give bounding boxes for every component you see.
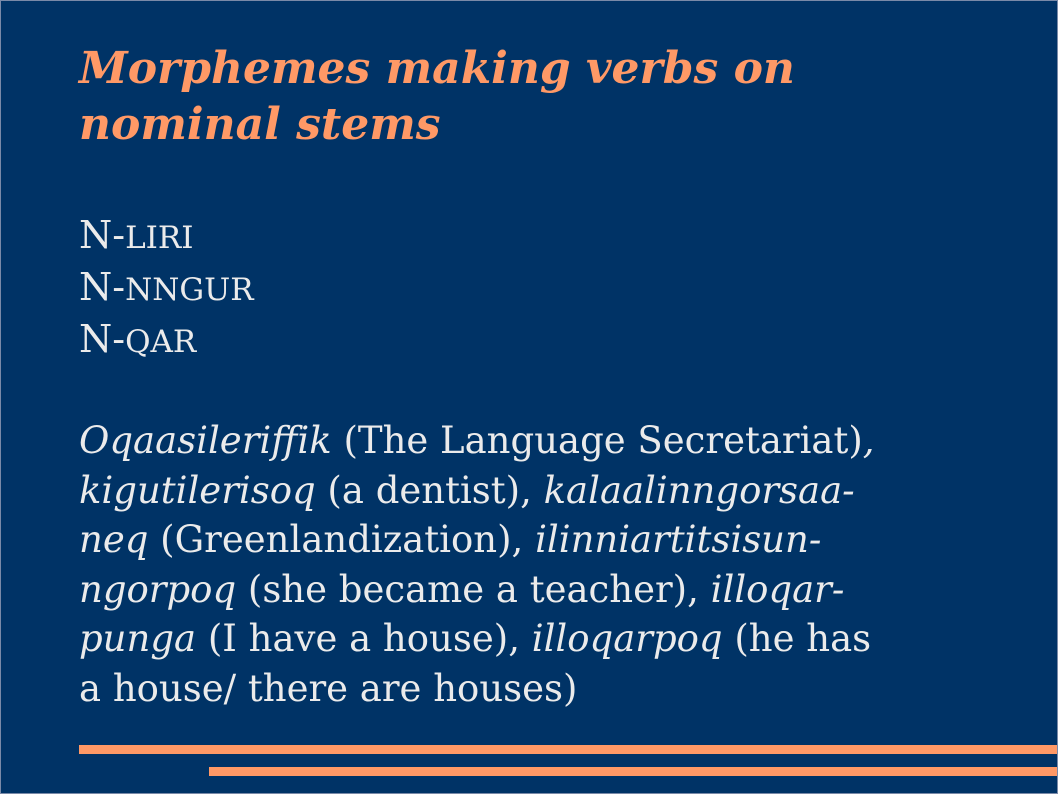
morpheme-prefix: N- — [79, 213, 126, 257]
example-word: illoqar- — [710, 567, 845, 611]
examples-line-5: punga (I have a house), illoqarpoq (he h… — [79, 614, 1039, 664]
examples-line-1: Oqaasileriffik (The Language Secretariat… — [79, 416, 1039, 466]
accent-bar-top — [79, 745, 1057, 754]
morpheme-prefix: N- — [79, 265, 126, 309]
example-word: neq — [79, 518, 149, 561]
morpheme-suffix: NNGUR — [125, 272, 254, 308]
example-gloss: (a dentist) — [315, 468, 521, 512]
examples-paragraph: Oqaasileriffik (The Language Secretariat… — [79, 416, 1039, 713]
example-gloss: (The Language Secretariat) — [331, 419, 863, 462]
morpheme-prefix: N- — [79, 317, 126, 361]
morpheme-item-nngur: N-NNGUR — [79, 263, 1039, 315]
slide-title-line-1: Morphemes making verbs on — [79, 43, 795, 94]
example-word: illoqarpoq — [531, 617, 723, 660]
example-word: ilinniartitsisun- — [535, 518, 822, 561]
example-separator: , — [508, 617, 532, 660]
examples-line-3: neq (Greenlandization), ilinniartitsisun… — [79, 515, 1039, 565]
example-word: ngorpoq — [79, 567, 237, 611]
slide-title-line-2: nominal stems — [79, 99, 441, 150]
example-word: Oqaasileriffik — [79, 419, 332, 462]
morpheme-item-liri: N-LIRI — [79, 211, 1039, 263]
example-gloss: (he has — [722, 617, 872, 660]
example-gloss: (Greenlandization) — [148, 518, 512, 561]
example-word: punga — [79, 617, 197, 660]
slide-title: Morphemes making verbs on nominal stems — [79, 41, 979, 153]
morpheme-suffix: QAR — [125, 324, 197, 360]
examples-line-2: kigutilerisoq (a dentist), kalaalinngors… — [79, 466, 1039, 516]
example-separator: , — [862, 419, 875, 462]
example-word: kigutilerisoq — [79, 468, 316, 512]
example-separator: , — [511, 518, 536, 561]
slide-body: N-LIRI N-NNGUR N-QAR Oqaasileriffik (The… — [79, 211, 1039, 713]
example-separator: , — [520, 468, 544, 512]
morpheme-item-qar: N-QAR — [79, 315, 1039, 367]
examples-line-6: a house/ there are houses) — [79, 666, 578, 710]
examples-line-4: ngorpoq (she became a teacher), illoqar- — [79, 565, 1039, 615]
example-gloss: (she became a teacher) — [236, 567, 688, 611]
morpheme-suffix: LIRI — [125, 220, 194, 256]
example-word: kalaalinngorsaa- — [543, 468, 855, 512]
example-separator: , — [687, 567, 711, 611]
example-gloss: (I have a house) — [196, 617, 509, 660]
accent-bar-bottom — [209, 767, 1057, 776]
